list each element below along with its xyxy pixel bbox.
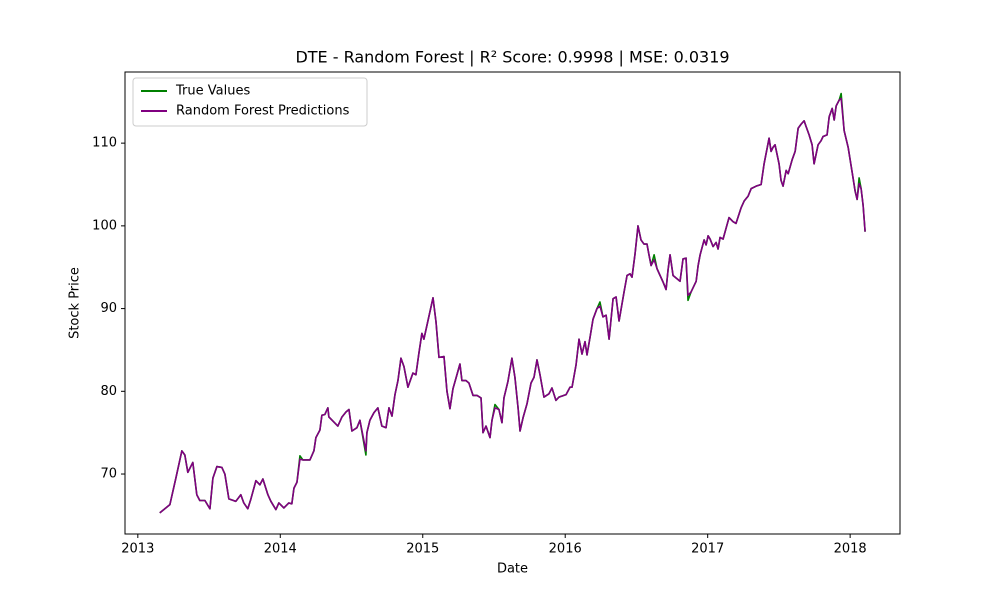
y-tick-label: 110: [92, 136, 117, 151]
x-tick-label: 2018: [834, 542, 867, 557]
series-line: [159, 97, 866, 514]
y-axis-label: Stock Price: [68, 267, 83, 339]
x-tick-label: 2017: [691, 542, 724, 557]
legend: True Values Random Forest Predictions: [132, 77, 368, 127]
plot-area: [159, 92, 866, 514]
y-tick-label: 80: [100, 384, 117, 399]
legend-box: [132, 77, 368, 127]
y-tick-label: 70: [100, 467, 117, 482]
axes-frame: [124, 71, 901, 535]
legend-label: True Values: [175, 84, 250, 99]
x-axis-label: Date: [497, 562, 528, 577]
y-tick-label: 90: [100, 301, 117, 316]
y-tick-label: 100: [92, 218, 117, 233]
legend-label: Random Forest Predictions: [176, 104, 350, 119]
x-tick-label: 2013: [121, 542, 154, 557]
x-tick-label: 2015: [406, 542, 439, 557]
x-tick-label: 2014: [264, 542, 297, 557]
x-tick-label: 2016: [549, 542, 582, 557]
chart-title: DTE - Random Forest | R² Score: 0.9998 |…: [295, 48, 729, 67]
